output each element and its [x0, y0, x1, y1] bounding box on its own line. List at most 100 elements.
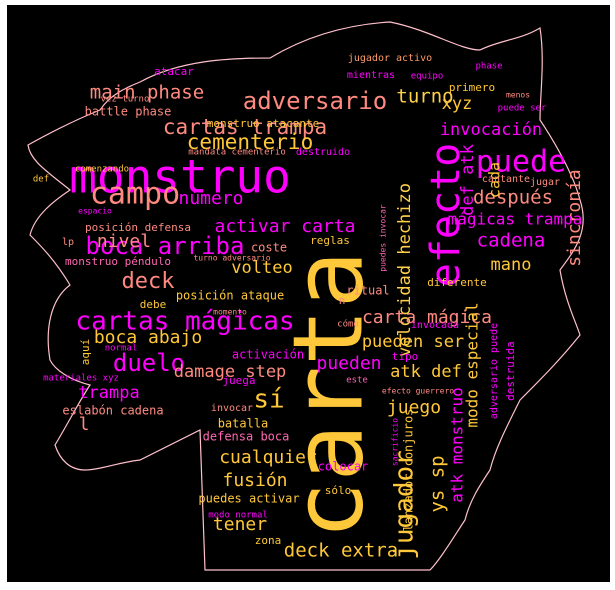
cloud-word: puede ser — [498, 104, 547, 114]
cloud-word: cartas mágicas — [75, 307, 294, 337]
cloud-word: modo normal — [208, 511, 268, 521]
cloud-word: mano — [491, 255, 532, 275]
cloud-word: pueden ser — [362, 332, 464, 352]
cloud-word: sólo — [325, 484, 352, 497]
cloud-word: espacio — [78, 207, 112, 216]
cloud-word: cartas trampa — [163, 115, 327, 139]
cloud-word: sacrificio — [391, 418, 400, 466]
cloud-word: cementerio — [187, 130, 313, 154]
cloud-word: diferente — [427, 276, 487, 289]
cloud-word: monstruo péndulo — [65, 255, 171, 268]
cloud-word: coste — [251, 241, 287, 255]
cloud-word: sincronía — [564, 169, 585, 267]
cloud-word: aquí — [79, 339, 92, 366]
cloud-word: invocada — [411, 320, 459, 331]
cloud-word: turno — [396, 86, 453, 108]
cloud-word: deck — [122, 269, 175, 294]
cloud-word: jugador activo — [348, 53, 432, 64]
cloud-word: jugar — [530, 177, 560, 188]
cloud-word: tener — [213, 514, 267, 535]
cloud-word: cómo — [337, 319, 359, 330]
cloud-word: primero — [449, 81, 495, 94]
cloud-word: battle phase — [85, 105, 172, 119]
cloud-word: equipo — [411, 72, 444, 82]
cloud-word: boca abajo — [94, 327, 202, 348]
cloud-word: comenzando — [75, 165, 129, 175]
cloud-word: lanzador conjuros — [402, 409, 416, 532]
cloud-word: adversario puede — [489, 323, 500, 419]
cloud-word: jugador — [390, 450, 420, 560]
cloud-word: duelo — [113, 349, 185, 377]
cloud-word: posición defensa — [85, 221, 191, 234]
cloud-word: fusión — [222, 470, 287, 491]
cloud-word: sí — [253, 385, 284, 415]
cloud-word: juego — [387, 397, 441, 418]
cloud-word: cualquier — [219, 447, 317, 468]
cloud-word: atacar — [154, 65, 194, 78]
cloud-word: menos — [506, 91, 530, 100]
cloud-word: destruido — [296, 147, 350, 158]
cloud-word: activación — [232, 348, 304, 362]
cloud-word: damage step — [174, 362, 287, 382]
cloud-word: l — [79, 414, 90, 435]
cloud-word: puede — [476, 145, 566, 180]
cloud-word: modo especial — [463, 302, 482, 427]
mask-outline — [27, 21, 584, 571]
cloud-word: n — [339, 294, 346, 307]
cloud-word: colocar — [318, 460, 369, 474]
cloud-word: reglas — [310, 234, 350, 247]
cloud-word: normal — [105, 344, 138, 354]
cloud-word: momento — [213, 308, 247, 317]
cloud-word: def atk — [458, 144, 478, 216]
cloud-word: main phase — [90, 82, 204, 104]
cloud-word: puedes activar — [198, 492, 299, 506]
cloud-word: atk monstruo — [448, 387, 467, 503]
cloud-word: efecto — [423, 143, 469, 288]
cloud-word: pueden — [316, 353, 381, 374]
cloud-word: juega — [222, 374, 255, 387]
cloud-word: vez turno — [101, 95, 150, 105]
cloud-word: cada — [486, 162, 504, 198]
cloud-word: eslabón cadena — [62, 404, 163, 418]
cloud-word: número — [178, 188, 243, 209]
cloud-word: carta — [272, 251, 384, 540]
cloud-word: zona — [255, 534, 282, 547]
cloud-word: defensa boca — [203, 430, 290, 444]
cloud-word: volteo — [231, 258, 292, 278]
cloud-word: mágicas trampa — [448, 210, 583, 229]
cloud-word: campo — [90, 177, 180, 212]
cloud-word: cantante — [482, 174, 530, 185]
cloud-word: efecto guerrero — [382, 387, 454, 396]
cloud-word: invocación — [440, 120, 542, 140]
cloud-word: deck extra — [284, 540, 398, 562]
cloud-word: destruida — [504, 341, 517, 401]
cloud-word: puedes invocar — [379, 204, 388, 272]
cloud-word: activar carta — [215, 216, 356, 237]
cloud-word: boca arriba — [86, 232, 245, 260]
cloud-word: turno adversario — [193, 254, 270, 263]
cloud-word: mandata cementerio — [188, 148, 286, 158]
cloud-word: phase — [475, 62, 502, 72]
cloud-word: tipo — [392, 350, 419, 363]
cloud-word: ritual — [346, 284, 389, 298]
cloud-word: carta mágica — [362, 307, 492, 328]
cloud-word: después — [473, 187, 553, 209]
cloud-word: posición ataque — [176, 289, 284, 303]
cloud-word: monstruo atacante — [207, 117, 320, 130]
cloud-word: atk def — [390, 362, 462, 382]
cloud-word: debe — [140, 298, 167, 311]
cloud-word: def — [33, 175, 49, 185]
cloud-word: este — [346, 376, 368, 386]
cloud-word: adversario — [243, 87, 388, 115]
cloud-word: nivel — [97, 231, 151, 252]
cloud-word: lp — [62, 237, 74, 248]
cloud-word: velocidad hechizo — [395, 183, 415, 357]
cloud-word: materiales xyz — [43, 374, 119, 384]
cloud-word: cadena — [477, 230, 546, 252]
cloud-word: mientras — [347, 70, 395, 81]
cloud-word: trampa — [78, 383, 139, 403]
cloud-word: invocar — [211, 403, 253, 414]
cloud-word: monstruo — [69, 150, 291, 204]
